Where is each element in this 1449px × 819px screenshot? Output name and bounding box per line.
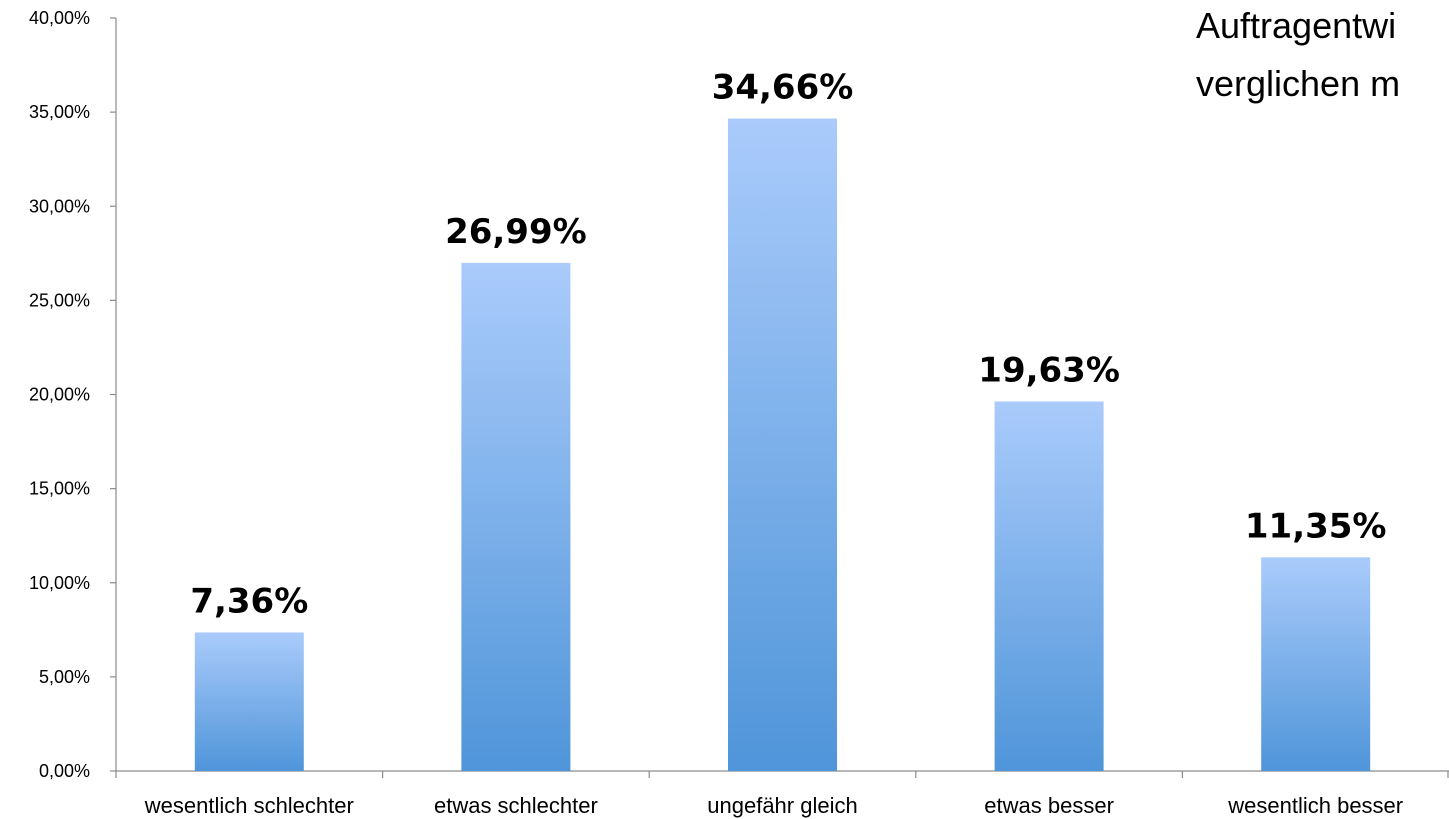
chart-title-line-2: verglichen m [1196,63,1400,104]
y-tick-label: 35,00% [29,102,90,122]
y-tick-label: 40,00% [29,8,90,28]
y-tick-label: 15,00% [29,479,90,499]
bar [994,401,1104,771]
chart-title-line-1: Auftragentwi [1196,5,1396,46]
x-category-label: wesentlich schlechter [144,793,354,818]
bar-value-label: 7,36% [190,581,308,621]
y-tick-label: 0,00% [39,761,90,781]
bar [194,632,304,771]
y-tick-label: 25,00% [29,290,90,310]
x-category-label: etwas besser [984,793,1114,818]
x-axis: wesentlich schlechter etwas schlechter ung… [115,770,1449,818]
bar [1261,557,1371,771]
bar-value-label: 26,99% [445,212,587,252]
y-tick-label: 20,00% [29,385,90,405]
bar-value-label: 11,35% [1245,506,1387,546]
bar-series [194,118,1371,771]
bar-value-label: 34,66% [712,68,854,108]
bar [461,262,571,771]
y-tick-label: 5,00% [39,667,90,687]
x-category-label: etwas schlechter [434,793,598,818]
bar-value-label: 19,63% [978,350,1120,390]
y-tick-label: 30,00% [29,196,90,216]
chart-title: Auftragentwi verglichen m [1196,5,1400,104]
x-category-label: ungefähr gleich [707,793,857,818]
bar [728,118,837,771]
data-labels: 7,36% 26,99% 34,66% 19,63% 11,35% [190,68,1386,622]
y-tick-label: 10,00% [29,573,90,593]
y-axis: 0,00% 5,00% 10,00% 15,00% 20,00% 25,00% 30,00%… [29,8,117,781]
x-category-label: wesentlich besser [1227,793,1403,818]
